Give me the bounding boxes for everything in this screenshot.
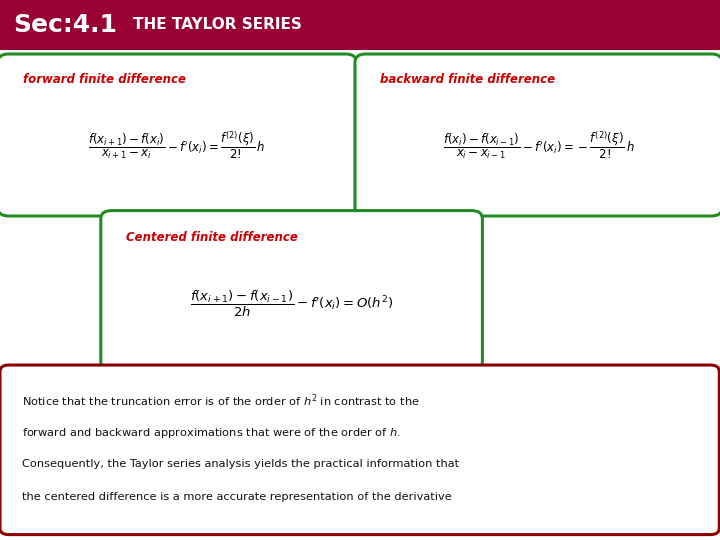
- Text: THE TAYLOR SERIES: THE TAYLOR SERIES: [133, 17, 302, 32]
- FancyBboxPatch shape: [0, 0, 720, 50]
- Text: forward and backward approximations that were of the order of $h$.: forward and backward approximations that…: [22, 426, 400, 440]
- Text: forward finite difference: forward finite difference: [23, 73, 186, 86]
- Text: $\dfrac{f(x_i) - f(x_{i-1})}{x_i - x_{i-1}} - f'(x_i) = -\dfrac{f^{(2)}(\xi)}{2!: $\dfrac{f(x_i) - f(x_{i-1})}{x_i - x_{i-…: [443, 129, 634, 160]
- FancyBboxPatch shape: [101, 211, 482, 370]
- Text: Notice that the truncation error is of the order of $h^2$ in contrast to the: Notice that the truncation error is of t…: [22, 392, 419, 409]
- Text: the centered difference is a more accurate representation of the derivative: the centered difference is a more accura…: [22, 492, 451, 503]
- Text: $\dfrac{f(x_{i+1}) - f(x_{i-1})}{2h} - f'(x_i) = O(h^2)$: $\dfrac{f(x_{i+1}) - f(x_{i-1})}{2h} - f…: [190, 289, 393, 319]
- Text: $\dfrac{f(x_{i+1}) - f(x_i)}{x_{i+1} - x_i} - f'(x_i) = \dfrac{f^{(2)}(\xi)}{2!}: $\dfrac{f(x_{i+1}) - f(x_i)}{x_{i+1} - x…: [89, 129, 266, 160]
- Text: Centered finite difference: Centered finite difference: [126, 231, 298, 244]
- Text: backward finite difference: backward finite difference: [380, 73, 555, 86]
- FancyBboxPatch shape: [355, 54, 720, 216]
- Text: Sec:4.1: Sec:4.1: [13, 13, 117, 37]
- FancyBboxPatch shape: [0, 54, 356, 216]
- FancyBboxPatch shape: [0, 365, 719, 535]
- Text: Consequently, the Taylor series analysis yields the practical information that: Consequently, the Taylor series analysis…: [22, 459, 459, 469]
